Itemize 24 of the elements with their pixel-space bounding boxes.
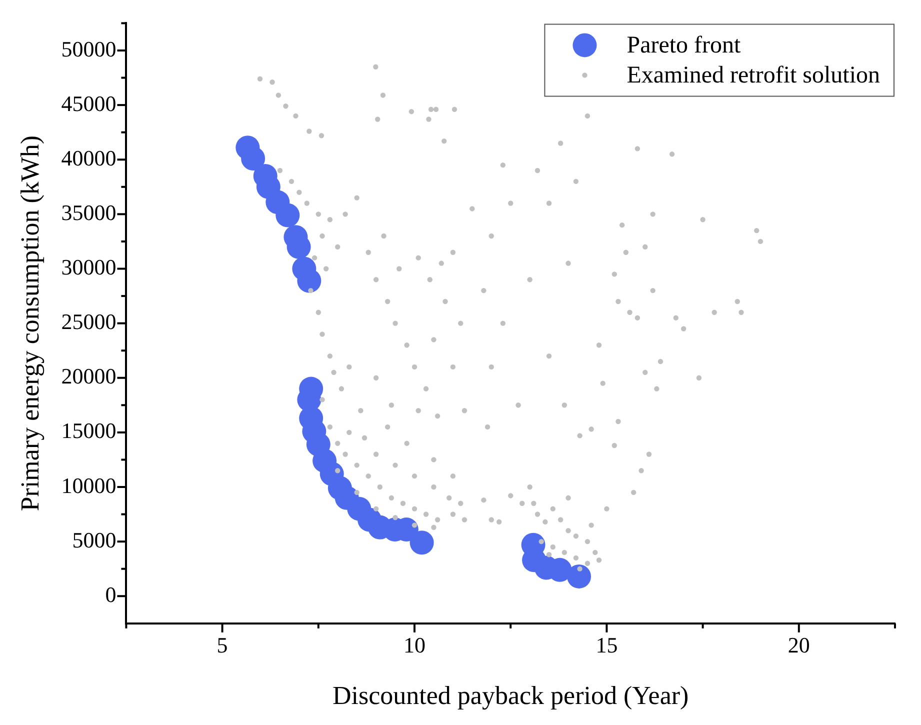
y-tick-label: 25000 xyxy=(61,309,116,334)
y-tick-label: 5000 xyxy=(72,527,116,552)
y-tick-label: 0 xyxy=(105,582,116,607)
y-tick-label: 45000 xyxy=(61,90,116,116)
point xyxy=(276,203,300,228)
y-tick-label: 15000 xyxy=(61,418,116,444)
y-tick-label: 50000 xyxy=(61,36,116,62)
x-tick-label: 15 xyxy=(596,632,618,658)
y-tick-label: 10000 xyxy=(61,472,116,498)
y-tick-label: 30000 xyxy=(61,254,116,280)
point xyxy=(241,146,266,171)
x-axis-title: Discounted payback period (Year) xyxy=(332,681,689,710)
y-axis-title: Primary energy consumption (kWh) xyxy=(15,135,44,512)
y-tick-label: 35000 xyxy=(61,200,116,225)
x-tick-label: 20 xyxy=(788,632,810,658)
y-tick-label: 40000 xyxy=(61,145,116,170)
legend-label: Pareto front xyxy=(626,32,742,58)
point xyxy=(297,268,322,293)
y-tick-label: 20000 xyxy=(61,364,116,389)
legend-label: Examined retrofit solution xyxy=(626,62,880,88)
x-tick-label: 5 xyxy=(216,632,228,658)
x-tick-label: 10 xyxy=(404,632,426,658)
point xyxy=(567,564,592,588)
point xyxy=(410,530,434,555)
